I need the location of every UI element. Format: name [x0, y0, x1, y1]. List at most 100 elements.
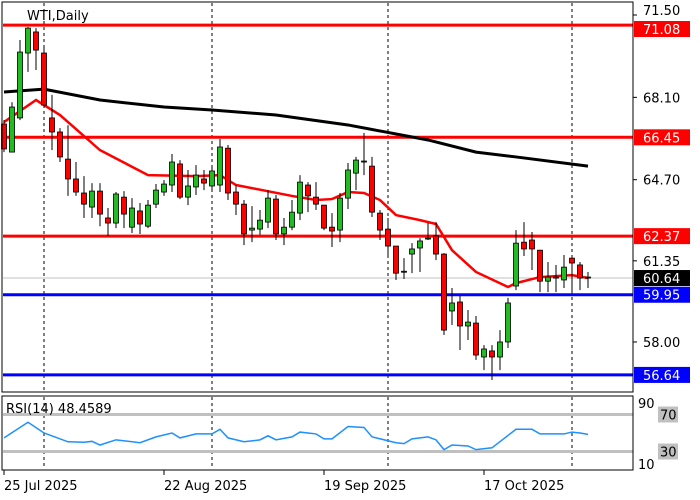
- bearish-candle-body: [457, 301, 463, 327]
- candle: [89, 183, 95, 218]
- bullish-candle-body: [353, 159, 359, 174]
- bullish-candle-body: [505, 302, 511, 343]
- bullish-candle-body: [217, 146, 223, 186]
- bullish-candle-body: [257, 219, 263, 230]
- bearish-candle-body: [321, 204, 327, 229]
- candle: [193, 165, 199, 195]
- bearish-candle-body: [137, 210, 143, 225]
- candle: [265, 190, 271, 229]
- candle: [185, 170, 191, 206]
- candle: [33, 28, 39, 70]
- candle: [241, 200, 247, 246]
- candle: [273, 194, 279, 241]
- bearish-candle-body: [489, 350, 495, 358]
- bullish-candle-body: [281, 226, 287, 235]
- bearish-candle-body: [433, 235, 439, 255]
- chart-title: WTI,Daily: [27, 9, 89, 24]
- resistance-price-tag-label: 71.08: [643, 23, 680, 38]
- current-price-tag-box: [634, 270, 690, 287]
- candle: [313, 182, 319, 210]
- price-axis-label: 68.10: [643, 91, 680, 106]
- bullish-candle-body: [513, 242, 519, 287]
- support-price-tag-label: 59.95: [643, 289, 680, 304]
- candle: [561, 255, 567, 288]
- bullish-candle-body: [249, 227, 255, 231]
- candle: [385, 217, 391, 258]
- candle: [25, 27, 31, 72]
- candle: [465, 309, 471, 341]
- bullish-candle-body: [297, 181, 303, 214]
- bearish-candle-body: [529, 239, 535, 250]
- rsi-axis-label: 10: [638, 458, 655, 473]
- bearish-candle-body: [385, 228, 391, 247]
- candle: [305, 182, 311, 213]
- bearish-candle-body: [473, 322, 479, 356]
- candle: [145, 200, 151, 229]
- candle: [361, 132, 367, 176]
- candle: [401, 258, 407, 279]
- candle: [585, 271, 591, 288]
- resistance-price-tag-label: 66.45: [643, 131, 680, 146]
- candle: [353, 156, 359, 191]
- levels-layer: [3, 23, 633, 377]
- candle: [297, 175, 303, 221]
- bearish-candle-body: [33, 31, 39, 51]
- candle: [257, 209, 263, 235]
- resistance-price-tag-box: [634, 21, 690, 37]
- price-axis-label: 61.35: [643, 255, 680, 270]
- resistance-price-tag-label: 62.37: [643, 230, 680, 245]
- candle: [329, 213, 335, 248]
- separator-layer: [43, 3, 573, 469]
- candle: [489, 345, 495, 380]
- bullish-candle-body: [17, 51, 23, 119]
- candle: [249, 206, 255, 243]
- bearish-candle-body: [121, 196, 127, 215]
- candle: [537, 249, 543, 293]
- candle: [473, 316, 479, 360]
- bullish-candle-body: [417, 240, 423, 249]
- bearish-candle-body: [377, 212, 383, 231]
- candle: [337, 193, 343, 243]
- support-price-tag-label: 56.64: [643, 369, 680, 384]
- candle: [433, 222, 439, 261]
- fast-moving-average-line: [3, 98, 589, 289]
- bearish-candle-body: [577, 264, 583, 279]
- bullish-candle-body: [129, 207, 135, 228]
- date-axis-label: 19 Sep 2025: [324, 479, 406, 494]
- rsi-pane-border: [1, 395, 634, 471]
- date-axis-label: 22 Aug 2025: [164, 479, 247, 494]
- candle: [105, 208, 111, 236]
- candle: [209, 165, 215, 193]
- bullish-candle-body: [497, 341, 503, 358]
- rsi-label: RSI(14) 48.4589: [6, 402, 112, 417]
- rsi-axis-label: 90: [638, 397, 655, 412]
- price-axis-label: 58.00: [643, 336, 680, 351]
- candle: [113, 192, 119, 229]
- candle: [65, 125, 71, 196]
- candle: [345, 162, 351, 210]
- candle: [505, 297, 511, 349]
- candle: [169, 154, 175, 193]
- rsi-line: [3, 421, 589, 451]
- candle: [17, 39, 23, 121]
- bearish-candle-body: [105, 217, 111, 224]
- bearish-candle-body: [401, 270, 407, 273]
- bullish-candle-body: [545, 276, 551, 282]
- bearish-candle-body: [81, 192, 87, 205]
- date-axis-label: 17 Oct 2025: [484, 479, 564, 494]
- candle: [217, 139, 223, 193]
- candle: [81, 176, 87, 218]
- candle: [497, 330, 503, 371]
- support-price-tag-box: [634, 286, 690, 303]
- candle: [201, 170, 207, 191]
- bullish-candle-body: [265, 197, 271, 223]
- rsi-layer: [3, 413, 633, 453]
- bullish-candle-body: [113, 193, 119, 224]
- bullish-candle-body: [209, 170, 215, 187]
- bearish-candle-body: [65, 158, 71, 180]
- candle: [569, 255, 575, 293]
- bearish-candle-body: [201, 178, 207, 184]
- bearish-candle-body: [305, 184, 311, 197]
